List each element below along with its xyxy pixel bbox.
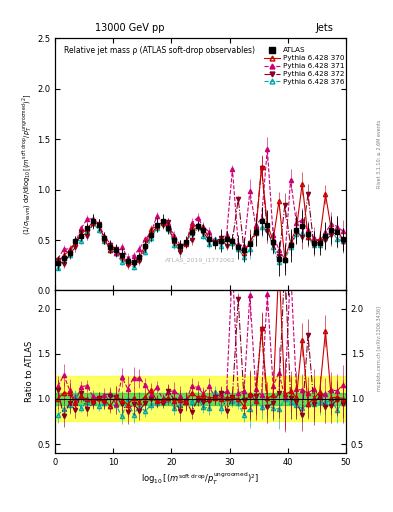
- Text: 13000 GeV pp: 13000 GeV pp: [95, 23, 164, 33]
- Legend: ATLAS, Pythia 6.428 370, Pythia 6.428 371, Pythia 6.428 372, Pythia 6.428 376: ATLAS, Pythia 6.428 370, Pythia 6.428 37…: [263, 46, 346, 87]
- X-axis label: $\log_{10}[(m^{\rm soft\ drop}/p_T^{\rm ungroomed})^2]$: $\log_{10}[(m^{\rm soft\ drop}/p_T^{\rm …: [141, 471, 259, 487]
- Text: Rivet 3.1.10; ≥ 2.6M events: Rivet 3.1.10; ≥ 2.6M events: [377, 119, 382, 188]
- Text: Jets: Jets: [315, 23, 333, 33]
- Text: mcplots.cern.ch [arXiv:1306.3436]: mcplots.cern.ch [arXiv:1306.3436]: [377, 306, 382, 391]
- Y-axis label: $(1/\sigma_{\rm resvm})\ {\rm d}\sigma/{\rm d}\log_{10}[(m^{\rm soft\ drop}/p_T^: $(1/\sigma_{\rm resvm})\ {\rm d}\sigma/{…: [21, 94, 34, 235]
- Y-axis label: Ratio to ATLAS: Ratio to ATLAS: [25, 341, 34, 402]
- Text: Relative jet mass ρ (ATLAS soft-drop observables): Relative jet mass ρ (ATLAS soft-drop obs…: [64, 46, 255, 55]
- Text: ATLAS_2019_I1772062: ATLAS_2019_I1772062: [165, 258, 236, 263]
